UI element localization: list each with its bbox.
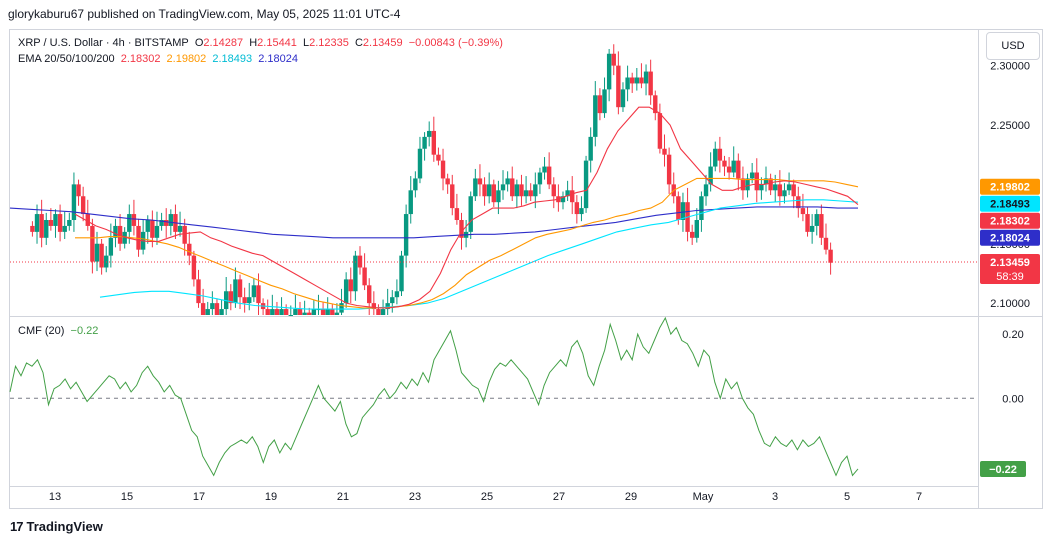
ema100-value: 2.18493 — [212, 53, 253, 65]
ohlc-legend: XRP / U.S. Dollar · 4h · BITSTAMP O2.142… — [18, 37, 506, 49]
high-label: H2.15441 — [249, 37, 297, 49]
ema20-value: 2.18302 — [120, 53, 161, 65]
cmf-label[interactable]: CMF (20) — [18, 325, 65, 337]
ema-legend: EMA 20/50/100/200 2.18302 2.19802 2.1849… — [18, 53, 301, 65]
ema50-value: 2.19802 — [166, 53, 207, 65]
symbol-label[interactable]: XRP / U.S. Dollar · 4h · BITSTAMP — [18, 37, 189, 49]
ema200-value: 2.18024 — [258, 53, 298, 65]
close-label: C2.13459 — [354, 37, 403, 49]
ema-label[interactable]: EMA 20/50/100/200 — [18, 53, 115, 65]
cmf-value: −0.22 — [70, 325, 99, 337]
footer-brand: 17 TradingView — [10, 519, 103, 534]
brand-name: TradingView — [26, 519, 103, 534]
publisher-header: glorykaburu67 published on TradingView.c… — [8, 7, 401, 21]
low-label: L2.12335 — [302, 37, 349, 49]
open-label: O2.14287 — [194, 37, 244, 49]
tradingview-logo-icon: 17 — [10, 519, 24, 534]
change-label: −0.00843 (−0.39%) — [408, 37, 503, 49]
cmf-legend: CMF (20) −0.22 — [18, 325, 101, 337]
currency-button[interactable]: USD — [986, 32, 1040, 60]
chart-frame[interactable] — [9, 29, 1043, 509]
